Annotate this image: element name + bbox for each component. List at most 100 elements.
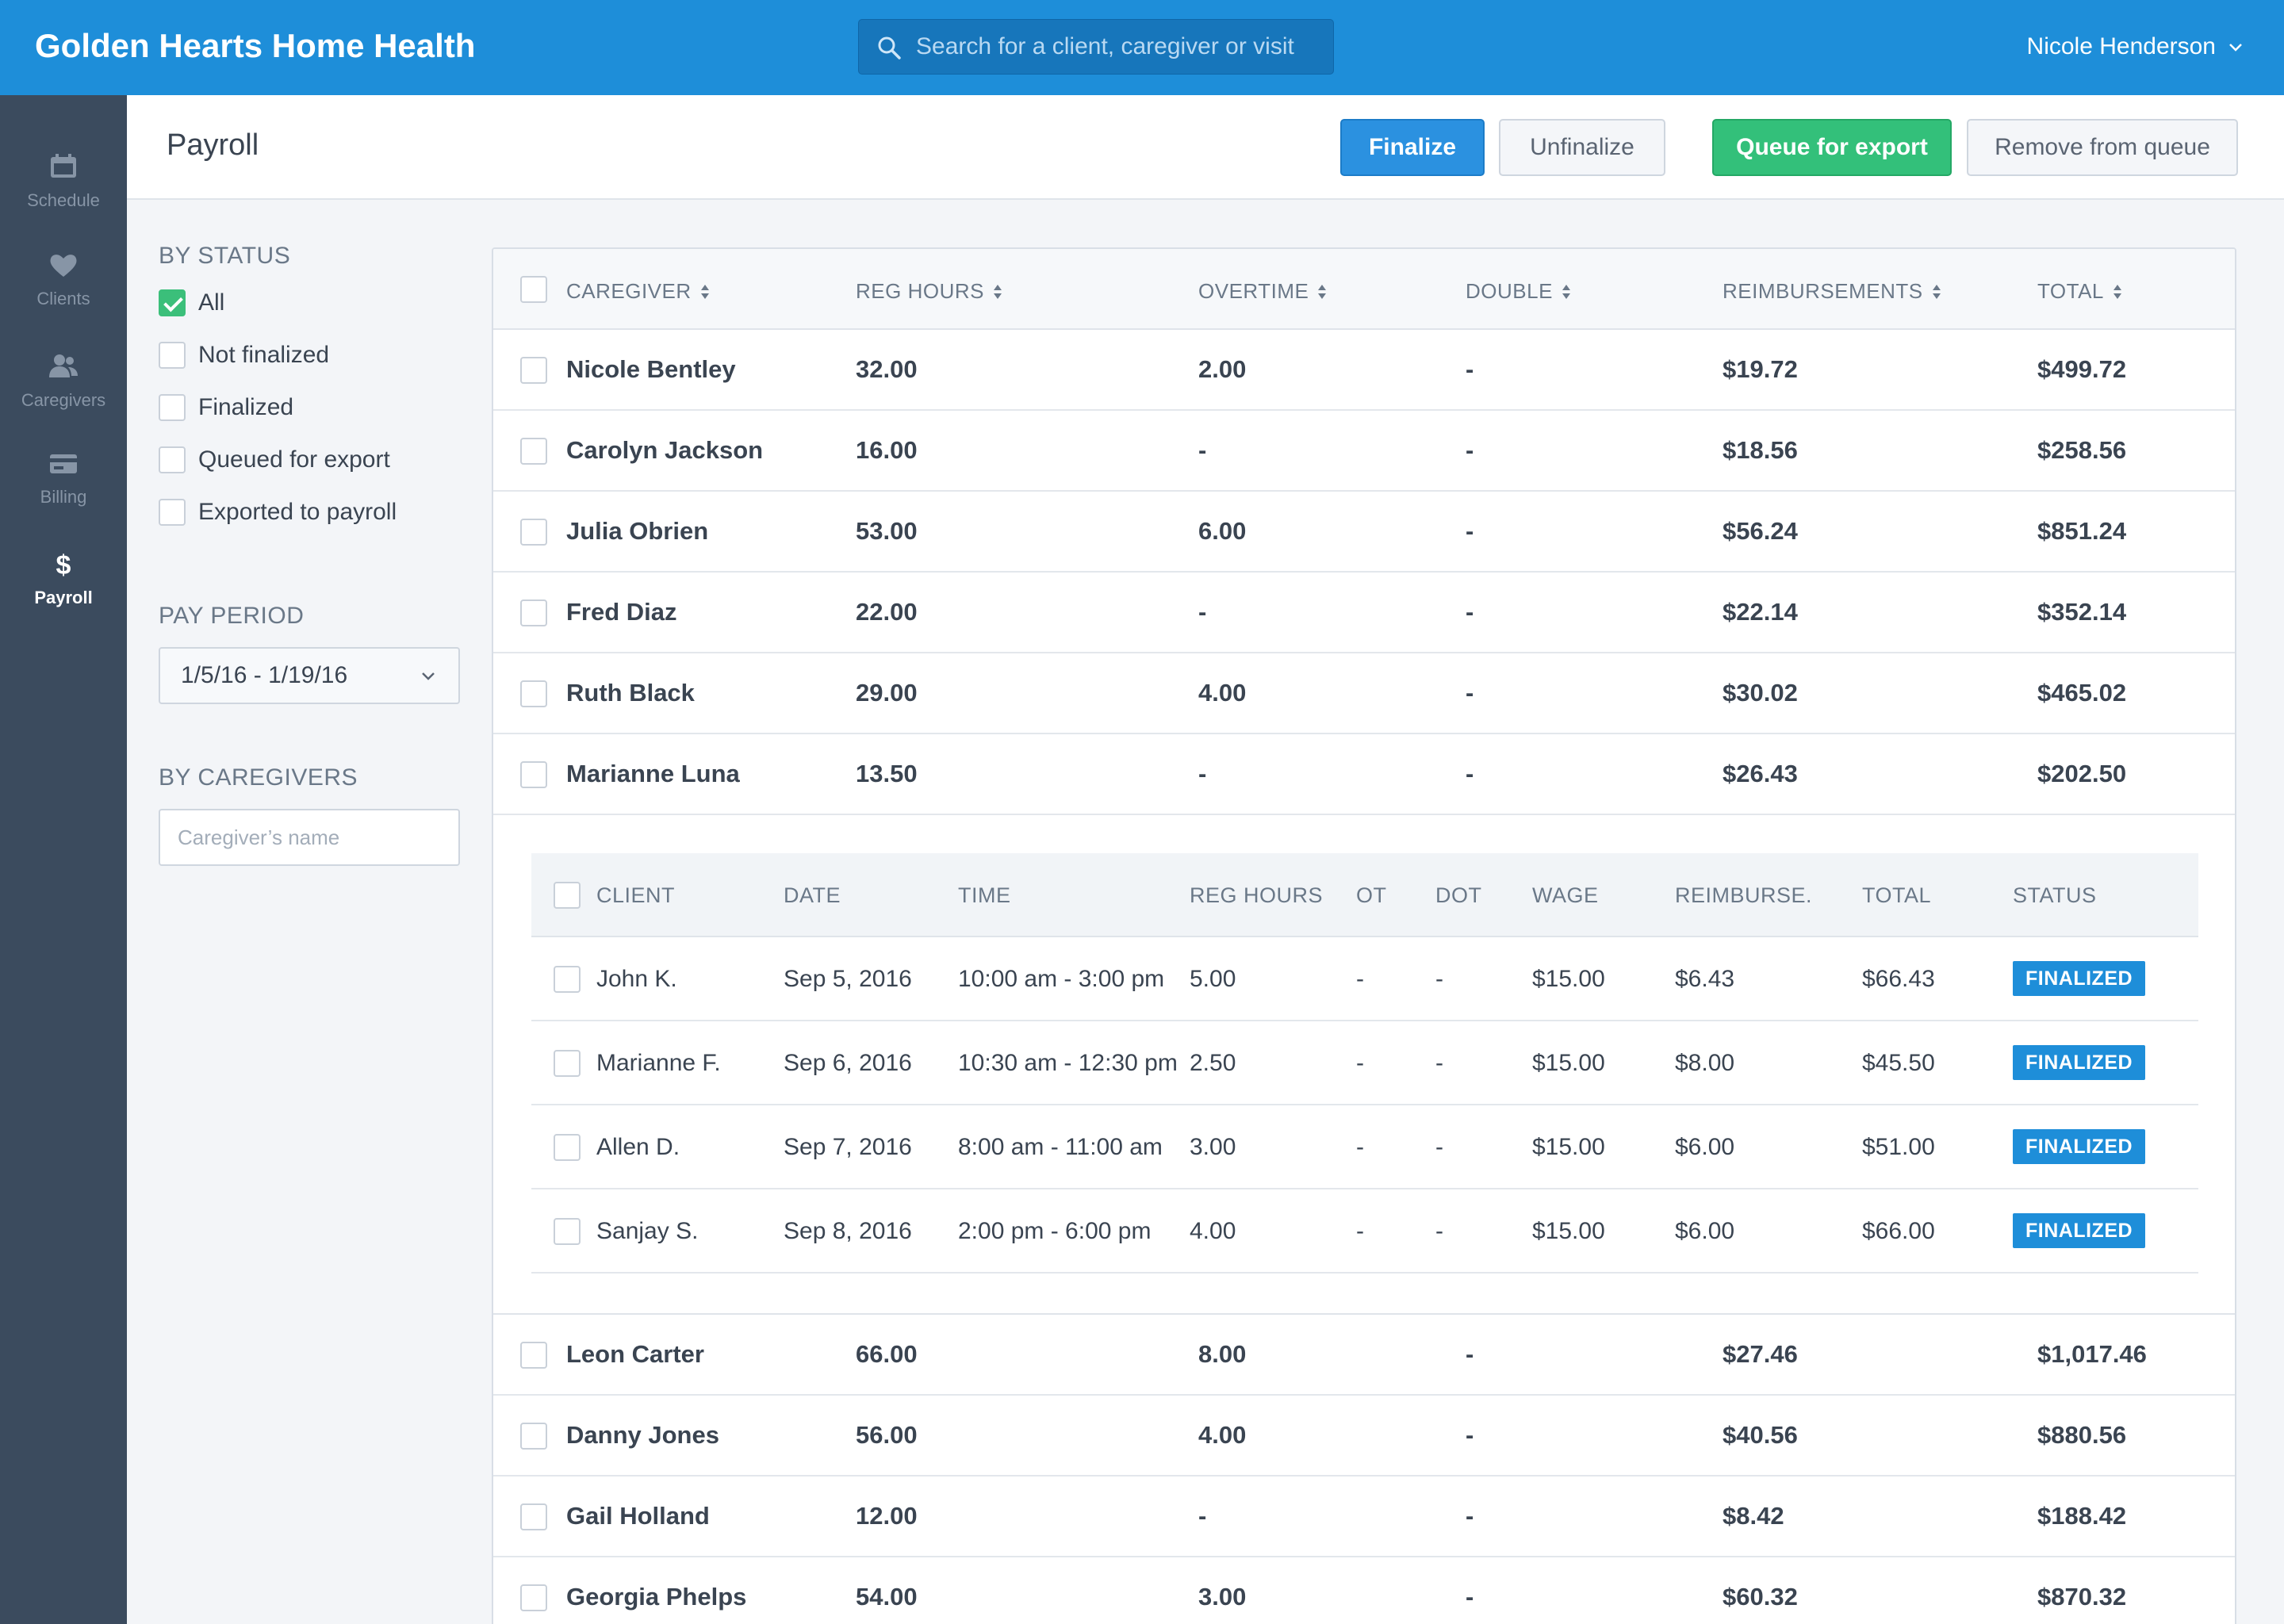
table-row[interactable]: Carolyn Jackson 16.00 - - $18.56 $258.56 xyxy=(493,411,2235,492)
unfinalize-button[interactable]: Unfinalize xyxy=(1499,119,1665,176)
select-all-visits-checkbox[interactable] xyxy=(554,882,581,909)
row-checkbox[interactable] xyxy=(520,1423,547,1450)
status-filter-label: Not finalized xyxy=(198,342,330,368)
column-header-double[interactable]: DOUBLE xyxy=(1466,279,1572,304)
column-header-client[interactable]: CLIENT xyxy=(596,883,676,907)
checkbox[interactable] xyxy=(159,342,186,369)
visit-row[interactable]: Marianne F. Sep 6, 2016 10:30 am - 12:30… xyxy=(531,1021,2198,1105)
visit-time: 10:00 am - 3:00 pm xyxy=(958,966,1165,992)
visit-row[interactable]: Sanjay S. Sep 8, 2016 2:00 pm - 6:00 pm … xyxy=(531,1189,2198,1274)
select-all-checkbox[interactable] xyxy=(520,276,547,303)
caregiver-name[interactable]: Carolyn Jackson xyxy=(566,436,764,464)
caregiver-name[interactable]: Ruth Black xyxy=(566,679,695,707)
caregiver-name[interactable]: Danny Jones xyxy=(566,1421,719,1449)
column-header-dot[interactable]: DOT xyxy=(1435,883,1482,907)
sidebar-item-billing[interactable]: Billing xyxy=(0,449,127,544)
sidebar-item-label: Payroll xyxy=(34,588,93,607)
finalize-button[interactable]: Finalize xyxy=(1340,119,1485,176)
table-row[interactable]: Ruth Black 29.00 4.00 - $30.02 $465.02 xyxy=(493,653,2235,734)
column-header-date[interactable]: DATE xyxy=(784,883,841,907)
column-header-reimburse[interactable]: REIMBURSE. xyxy=(1675,883,1813,907)
overtime: 3.00 xyxy=(1198,1583,1247,1611)
status-filter-label: All xyxy=(198,289,225,316)
column-header-time[interactable]: TIME xyxy=(958,883,1011,907)
table-row[interactable]: Georgia Phelps 54.00 3.00 - $60.32 $870.… xyxy=(493,1557,2235,1624)
sidebar-item-label: Billing xyxy=(40,487,87,507)
caregiver-name[interactable]: Georgia Phelps xyxy=(566,1583,747,1611)
total: $202.50 xyxy=(2037,760,2127,787)
status-filter-queued[interactable]: Queued for export xyxy=(159,444,390,476)
table-row-expanded[interactable]: Marianne Luna 13.50 - - $26.43 $202.50 xyxy=(493,734,2235,815)
double: - xyxy=(1466,1502,1474,1530)
column-header-reg-hours[interactable]: REG HOURS xyxy=(856,279,1003,304)
search-box[interactable] xyxy=(858,19,1334,75)
checkbox[interactable] xyxy=(159,499,186,526)
queue-for-export-button[interactable]: Queue for export xyxy=(1712,119,1952,176)
sidebar-item-clients[interactable]: Clients xyxy=(0,251,127,346)
search-input[interactable] xyxy=(916,20,1320,74)
caregiver-name[interactable]: Nicole Bentley xyxy=(566,355,736,383)
row-checkbox[interactable] xyxy=(520,761,547,788)
pay-period-value: 1/5/16 - 1/19/16 xyxy=(181,662,348,688)
status-filter-all[interactable]: All xyxy=(159,287,224,319)
status-filter-exported[interactable]: Exported to payroll xyxy=(159,496,397,528)
row-checkbox[interactable] xyxy=(554,1050,581,1077)
table-row[interactable]: Nicole Bentley 32.00 2.00 - $19.72 $499.… xyxy=(493,330,2235,411)
row-checkbox[interactable] xyxy=(520,1342,547,1369)
visit-row[interactable]: Allen D. Sep 7, 2016 8:00 am - 11:00 am … xyxy=(531,1105,2198,1189)
user-menu[interactable]: Nicole Henderson xyxy=(2027,33,2244,60)
row-checkbox[interactable] xyxy=(520,599,547,626)
caregiver-name-input[interactable] xyxy=(159,809,460,866)
sort-icon xyxy=(1562,284,1570,299)
row-checkbox[interactable] xyxy=(520,519,547,546)
table-row[interactable]: Danny Jones 56.00 4.00 - $40.56 $880.56 xyxy=(493,1396,2235,1477)
row-checkbox[interactable] xyxy=(554,966,581,993)
reimbursements: $8.42 xyxy=(1723,1502,1784,1530)
row-checkbox[interactable] xyxy=(554,1218,581,1245)
table-row[interactable]: Julia Obrien 53.00 6.00 - $56.24 $851.24 xyxy=(493,492,2235,573)
column-header-wage[interactable]: WAGE xyxy=(1532,883,1599,907)
column-header-overtime[interactable]: OVERTIME xyxy=(1198,279,1328,304)
column-label: DOUBLE xyxy=(1466,279,1553,303)
reg-hours: 22.00 xyxy=(856,598,918,626)
checkbox[interactable] xyxy=(159,289,186,316)
caregiver-name[interactable]: Leon Carter xyxy=(566,1340,704,1368)
table-row[interactable]: Leon Carter 66.00 8.00 - $27.46 $1,017.4… xyxy=(493,1315,2235,1396)
row-checkbox[interactable] xyxy=(520,1503,547,1530)
column-header-total[interactable]: TOTAL xyxy=(2037,279,2123,304)
visits-table-header: CLIENT DATE TIME REG HOURS OT DOT WAGE R… xyxy=(531,853,2198,937)
chevron-down-icon xyxy=(2229,44,2242,52)
double: - xyxy=(1466,436,1474,464)
checkbox[interactable] xyxy=(159,446,186,473)
sidebar-item-payroll[interactable]: $ Payroll xyxy=(0,550,127,645)
column-header-status[interactable]: STATUS xyxy=(2013,883,2097,907)
caregiver-name[interactable]: Julia Obrien xyxy=(566,517,709,545)
status-filter-finalized[interactable]: Finalized xyxy=(159,392,293,423)
status-filter-label: Exported to payroll xyxy=(198,499,397,525)
pay-period-select[interactable]: 1/5/16 - 1/19/16 xyxy=(159,647,460,704)
column-header-caregiver[interactable]: CAREGIVER xyxy=(566,279,711,304)
caregiver-name[interactable]: Marianne Luna xyxy=(566,760,740,787)
table-row[interactable]: Gail Holland 12.00 - - $8.42 $188.42 xyxy=(493,1477,2235,1557)
checkbox[interactable] xyxy=(159,394,186,421)
visit-row[interactable]: John K. Sep 5, 2016 10:00 am - 3:00 pm 5… xyxy=(531,937,2198,1021)
caregiver-name[interactable]: Gail Holland xyxy=(566,1502,710,1530)
sidebar-item-schedule[interactable]: Schedule xyxy=(0,152,127,247)
sidebar-item-caregivers[interactable]: Caregivers xyxy=(0,352,127,447)
status-filter-not-finalized[interactable]: Not finalized xyxy=(159,339,329,371)
app-title[interactable]: Golden Hearts Home Health xyxy=(35,27,476,64)
caregiver-name[interactable]: Fred Diaz xyxy=(566,598,677,626)
row-checkbox[interactable] xyxy=(520,1584,547,1611)
table-row[interactable]: Fred Diaz 22.00 - - $22.14 $352.14 xyxy=(493,573,2235,653)
row-checkbox[interactable] xyxy=(520,680,547,707)
column-header-ot[interactable]: OT xyxy=(1356,883,1387,907)
column-header-reimbursements[interactable]: REIMBURSEMENTS xyxy=(1723,279,1942,304)
remove-from-queue-button[interactable]: Remove from queue xyxy=(1967,119,2238,176)
reimburse: $6.00 xyxy=(1675,1218,1735,1244)
column-header-reg-hours[interactable]: REG HOURS xyxy=(1190,883,1324,907)
row-checkbox[interactable] xyxy=(554,1134,581,1161)
row-checkbox[interactable] xyxy=(520,438,547,465)
reimbursements: $22.14 xyxy=(1723,598,1798,626)
column-header-total[interactable]: TOTAL xyxy=(1862,883,1932,907)
row-checkbox[interactable] xyxy=(520,357,547,384)
